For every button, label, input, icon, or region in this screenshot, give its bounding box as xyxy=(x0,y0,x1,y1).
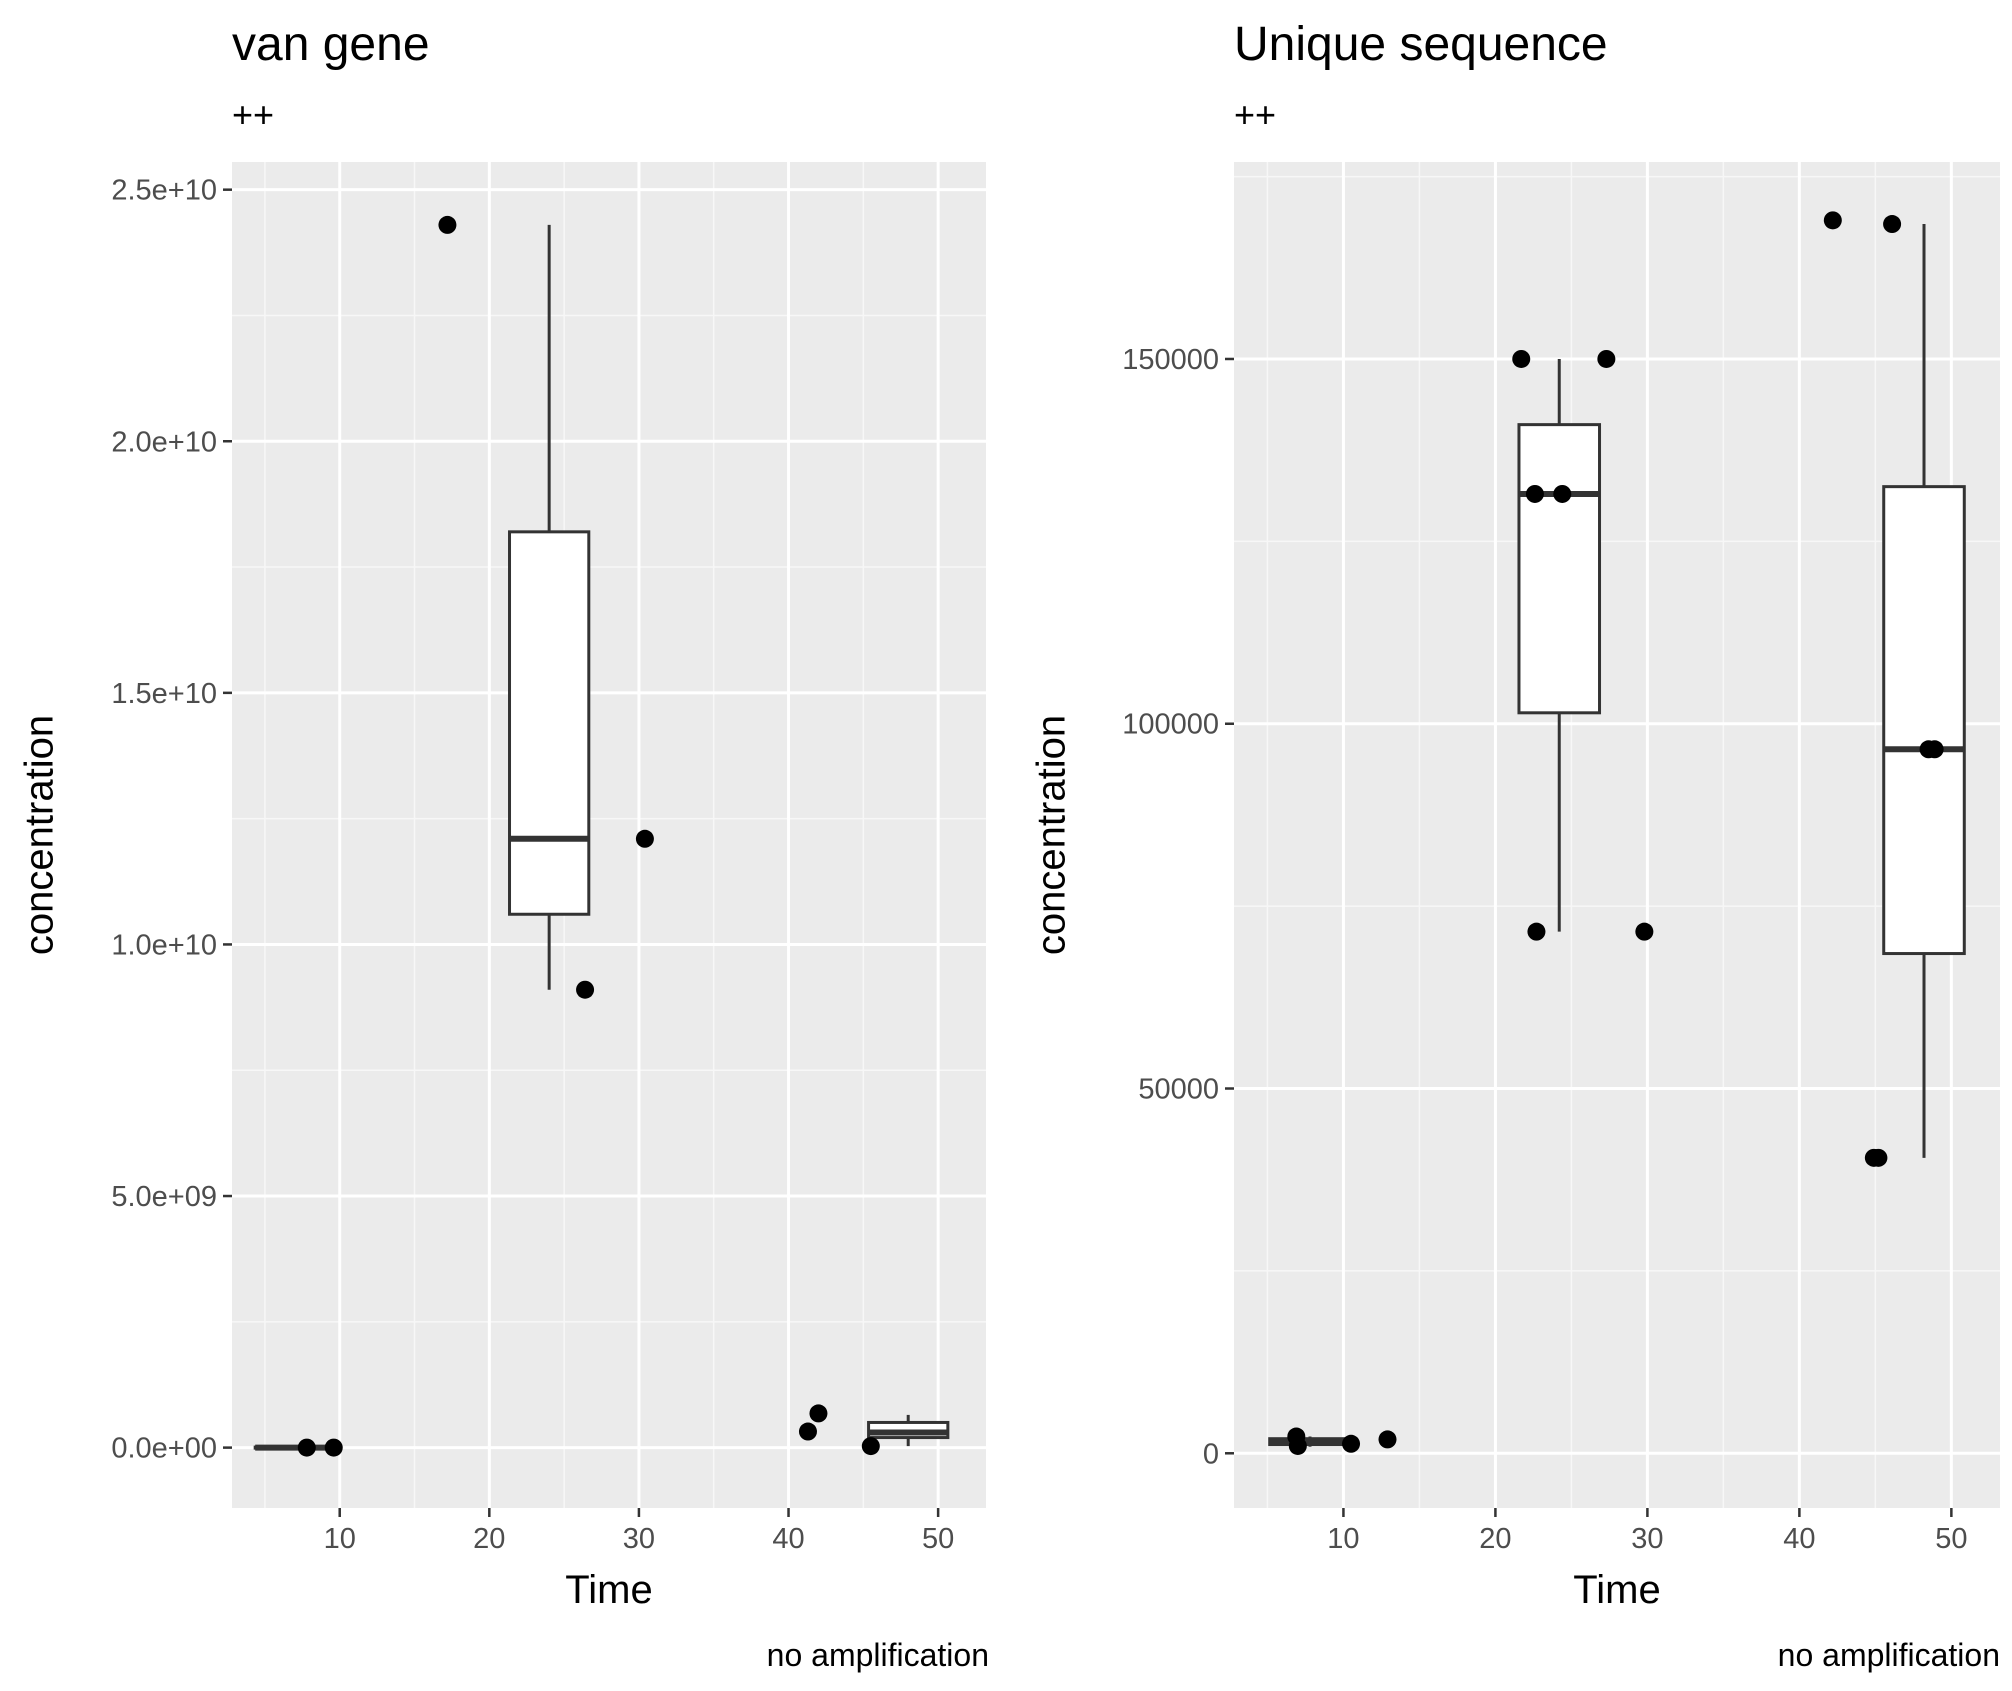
chart-title: Unique sequence xyxy=(1234,18,1608,71)
y-tick-label: 1.5e+10 xyxy=(111,678,217,710)
x-tick-label: 50 xyxy=(1935,1523,1967,1555)
x-tick-label: 50 xyxy=(922,1523,954,1555)
plot-svg: 10 20 30 40 50 0 50000 100000 150000 Time concentr… xyxy=(1030,162,2000,1612)
data-point xyxy=(809,1404,828,1423)
data-point xyxy=(1288,1436,1307,1455)
x-tick-label: 30 xyxy=(1631,1523,1663,1555)
data-point xyxy=(324,1438,343,1457)
box-body xyxy=(1882,485,1966,956)
plot-background xyxy=(232,162,986,1508)
chart-caption: no amplification xyxy=(1777,1637,2000,1673)
data-point xyxy=(576,980,595,999)
plot-svg: 10 20 30 40 50 0.0e+00 5.0e+09 1.0e+10 1.5e+10 2.… xyxy=(18,162,986,1612)
y-tick-label: 0 xyxy=(1203,1438,1219,1470)
data-point xyxy=(861,1437,880,1456)
data-point xyxy=(1823,211,1842,230)
plot-background xyxy=(1234,162,2000,1508)
chart-subtitle: ++ xyxy=(232,94,275,135)
y-tick-label: 100000 xyxy=(1122,709,1219,741)
data-point xyxy=(1378,1430,1397,1449)
x-tick-label: 10 xyxy=(1327,1523,1359,1555)
y-tick-label: 50000 xyxy=(1138,1074,1219,1106)
data-point xyxy=(798,1422,817,1441)
data-point xyxy=(438,215,457,234)
data-point xyxy=(1883,215,1902,234)
y-tick-label: 150000 xyxy=(1122,344,1219,376)
data-point xyxy=(1597,349,1616,368)
data-point xyxy=(1553,484,1572,503)
y-axis-label: concentration xyxy=(1030,715,1074,955)
x-tick-label: 20 xyxy=(1479,1523,1511,1555)
data-point xyxy=(1342,1434,1361,1453)
data-point xyxy=(1512,349,1531,368)
data-point xyxy=(1525,484,1544,503)
data-point xyxy=(1869,1148,1888,1167)
data-point xyxy=(1527,922,1546,941)
y-tick-label: 2.0e+10 xyxy=(111,426,217,458)
x-axis-label: Time xyxy=(1573,1568,1660,1612)
y-tick-label: 0.0e+00 xyxy=(111,1433,217,1465)
chart-caption: no amplification xyxy=(766,1637,989,1673)
x-tick-label: 10 xyxy=(324,1523,356,1555)
chart-subtitle: ++ xyxy=(1234,94,1277,135)
data-point xyxy=(1925,740,1944,759)
x-axis-label: Time xyxy=(565,1568,652,1612)
y-tick-label: 1.0e+10 xyxy=(111,929,217,961)
chart-title: van gene xyxy=(232,18,430,71)
box-body xyxy=(508,530,591,916)
chart-panel-van-gene: van gene ++ 10 20 30 40 50 0.0e+00 5.0e+09 1.0e… xyxy=(18,18,989,1673)
x-tick-label: 40 xyxy=(772,1523,804,1555)
data-point xyxy=(1635,922,1654,941)
chart-panel-unique-sequence: Unique sequence ++ 10 20 30 40 50 0 50000 10000… xyxy=(1006,0,2012,1691)
x-tick-label: 40 xyxy=(1783,1523,1815,1555)
y-axis-label: concentration xyxy=(18,715,62,955)
y-tick-label: 5.0e+09 xyxy=(111,1181,217,1213)
data-point xyxy=(297,1438,316,1457)
x-tick-label: 30 xyxy=(623,1523,655,1555)
x-tick-label: 20 xyxy=(473,1523,505,1555)
y-tick-label: 2.5e+10 xyxy=(111,175,217,207)
data-point xyxy=(635,829,654,848)
box-body xyxy=(1517,423,1602,715)
